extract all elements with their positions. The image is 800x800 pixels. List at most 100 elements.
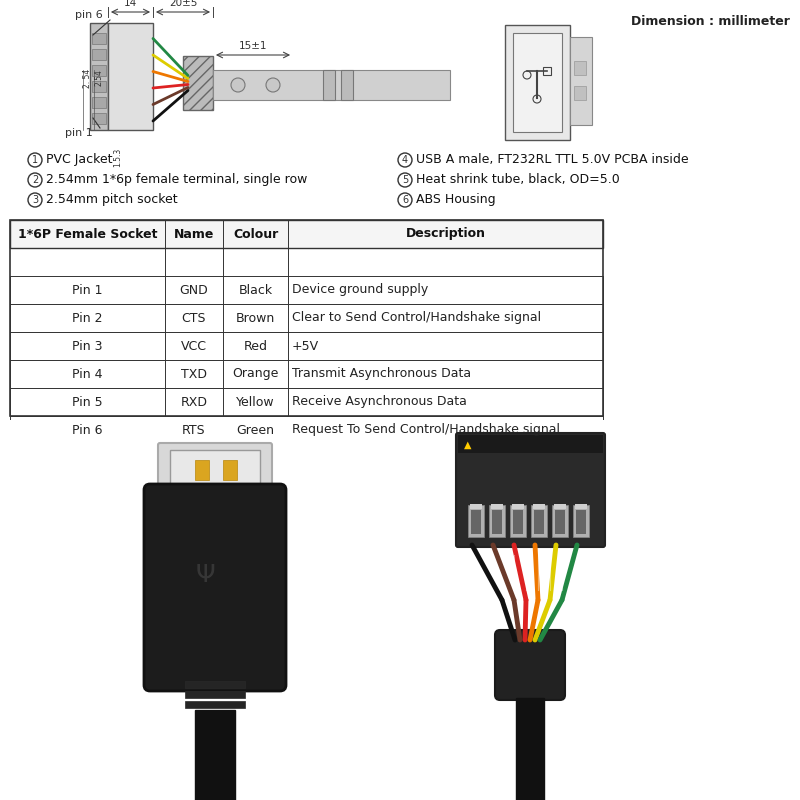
Text: Red: Red	[243, 339, 267, 353]
Text: ▲: ▲	[464, 440, 471, 450]
Text: 1: 1	[32, 155, 38, 165]
Text: 2.54mm 1*6p female terminal, single row: 2.54mm 1*6p female terminal, single row	[46, 174, 307, 186]
Bar	[183, 56, 213, 110]
Bar	[574, 61, 586, 75]
Bar	[185, 701, 245, 708]
Bar	[185, 681, 245, 688]
Bar	[574, 86, 586, 100]
Bar	[213, 70, 450, 100]
Bar	[533, 504, 545, 509]
Text: Pin 3: Pin 3	[72, 339, 102, 353]
Text: Receive Asynchronous Data: Receive Asynchronous Data	[292, 395, 467, 409]
Text: RXD: RXD	[181, 395, 207, 409]
Bar	[458, 435, 603, 453]
Text: Black: Black	[238, 283, 273, 297]
Bar	[471, 510, 481, 534]
Bar	[92, 97, 106, 108]
Bar	[10, 416, 603, 444]
Text: Clear to Send Control/Handshake signal: Clear to Send Control/Handshake signal	[292, 311, 541, 325]
Bar	[543, 67, 551, 75]
Bar	[223, 460, 237, 480]
Bar	[10, 304, 603, 332]
Bar	[92, 33, 106, 44]
Text: Orange: Orange	[232, 367, 278, 381]
Bar	[576, 510, 586, 534]
Text: Pin 2: Pin 2	[72, 311, 102, 325]
Bar	[10, 360, 603, 388]
Bar	[10, 220, 603, 248]
Bar	[92, 81, 106, 92]
Bar	[513, 510, 523, 534]
Text: VCC: VCC	[181, 339, 207, 353]
Text: 2.54: 2.54	[94, 70, 103, 86]
Text: 15±1: 15±1	[238, 41, 267, 51]
Circle shape	[266, 78, 280, 92]
Bar	[516, 698, 544, 800]
Bar	[491, 504, 503, 509]
Bar	[10, 332, 603, 360]
Text: Request To Send Control/Handshake signal: Request To Send Control/Handshake signal	[292, 423, 560, 437]
Bar	[512, 504, 524, 509]
Text: Transmit Asynchronous Data: Transmit Asynchronous Data	[292, 367, 471, 381]
FancyBboxPatch shape	[495, 630, 565, 700]
Circle shape	[398, 193, 412, 207]
Text: pin 1: pin 1	[65, 128, 93, 138]
Text: Device ground supply: Device ground supply	[292, 283, 428, 297]
Text: USB A male, FT232RL TTL 5.0V PCBA inside: USB A male, FT232RL TTL 5.0V PCBA inside	[416, 154, 689, 166]
Circle shape	[28, 193, 42, 207]
Bar	[195, 710, 235, 800]
Text: GND: GND	[180, 283, 208, 297]
Text: 3: 3	[32, 195, 38, 205]
Bar	[534, 510, 544, 534]
Bar	[552, 505, 568, 537]
Circle shape	[28, 153, 42, 167]
Text: Pin 1: Pin 1	[72, 283, 102, 297]
Bar	[185, 691, 245, 698]
Circle shape	[231, 78, 245, 92]
Bar	[10, 388, 603, 416]
Text: 1*6P Female Socket: 1*6P Female Socket	[18, 227, 158, 241]
Circle shape	[398, 153, 412, 167]
Text: Pin 6: Pin 6	[72, 423, 102, 437]
Text: CTS: CTS	[182, 311, 206, 325]
Circle shape	[28, 173, 42, 187]
Bar	[170, 450, 260, 485]
Text: +5V: +5V	[292, 339, 319, 353]
FancyBboxPatch shape	[158, 443, 272, 492]
Text: PVC Jacket: PVC Jacket	[46, 154, 113, 166]
Text: 20±5: 20±5	[169, 0, 197, 8]
Bar	[513, 33, 562, 132]
Text: Heat shrink tube, black, OD=5.0: Heat shrink tube, black, OD=5.0	[416, 174, 620, 186]
Text: TXD: TXD	[181, 367, 207, 381]
Bar	[470, 504, 482, 509]
Bar	[92, 49, 106, 60]
Bar	[323, 70, 335, 100]
Text: Name: Name	[174, 227, 214, 241]
Text: Description: Description	[406, 227, 486, 241]
Text: Pin 5: Pin 5	[72, 395, 103, 409]
Bar	[510, 505, 526, 537]
Bar	[90, 23, 108, 130]
Bar	[570, 37, 592, 125]
Circle shape	[398, 173, 412, 187]
Bar	[554, 504, 566, 509]
Text: Green: Green	[237, 423, 274, 437]
Bar	[92, 113, 106, 124]
Bar	[341, 70, 353, 100]
Bar	[555, 510, 565, 534]
Bar	[0, 420, 800, 800]
Bar	[505, 25, 570, 140]
Text: Yellow: Yellow	[236, 395, 275, 409]
Bar	[531, 505, 547, 537]
Text: $\Psi$: $\Psi$	[195, 563, 215, 587]
Text: ABS Housing: ABS Housing	[416, 194, 496, 206]
Text: 4: 4	[402, 155, 408, 165]
Text: 6: 6	[402, 195, 408, 205]
Text: 14: 14	[124, 0, 137, 8]
Bar	[92, 65, 106, 76]
FancyBboxPatch shape	[456, 433, 605, 547]
Bar	[492, 510, 502, 534]
Text: 2: 2	[32, 175, 38, 185]
Text: 2. 54: 2. 54	[82, 68, 91, 88]
Text: 5: 5	[402, 175, 408, 185]
